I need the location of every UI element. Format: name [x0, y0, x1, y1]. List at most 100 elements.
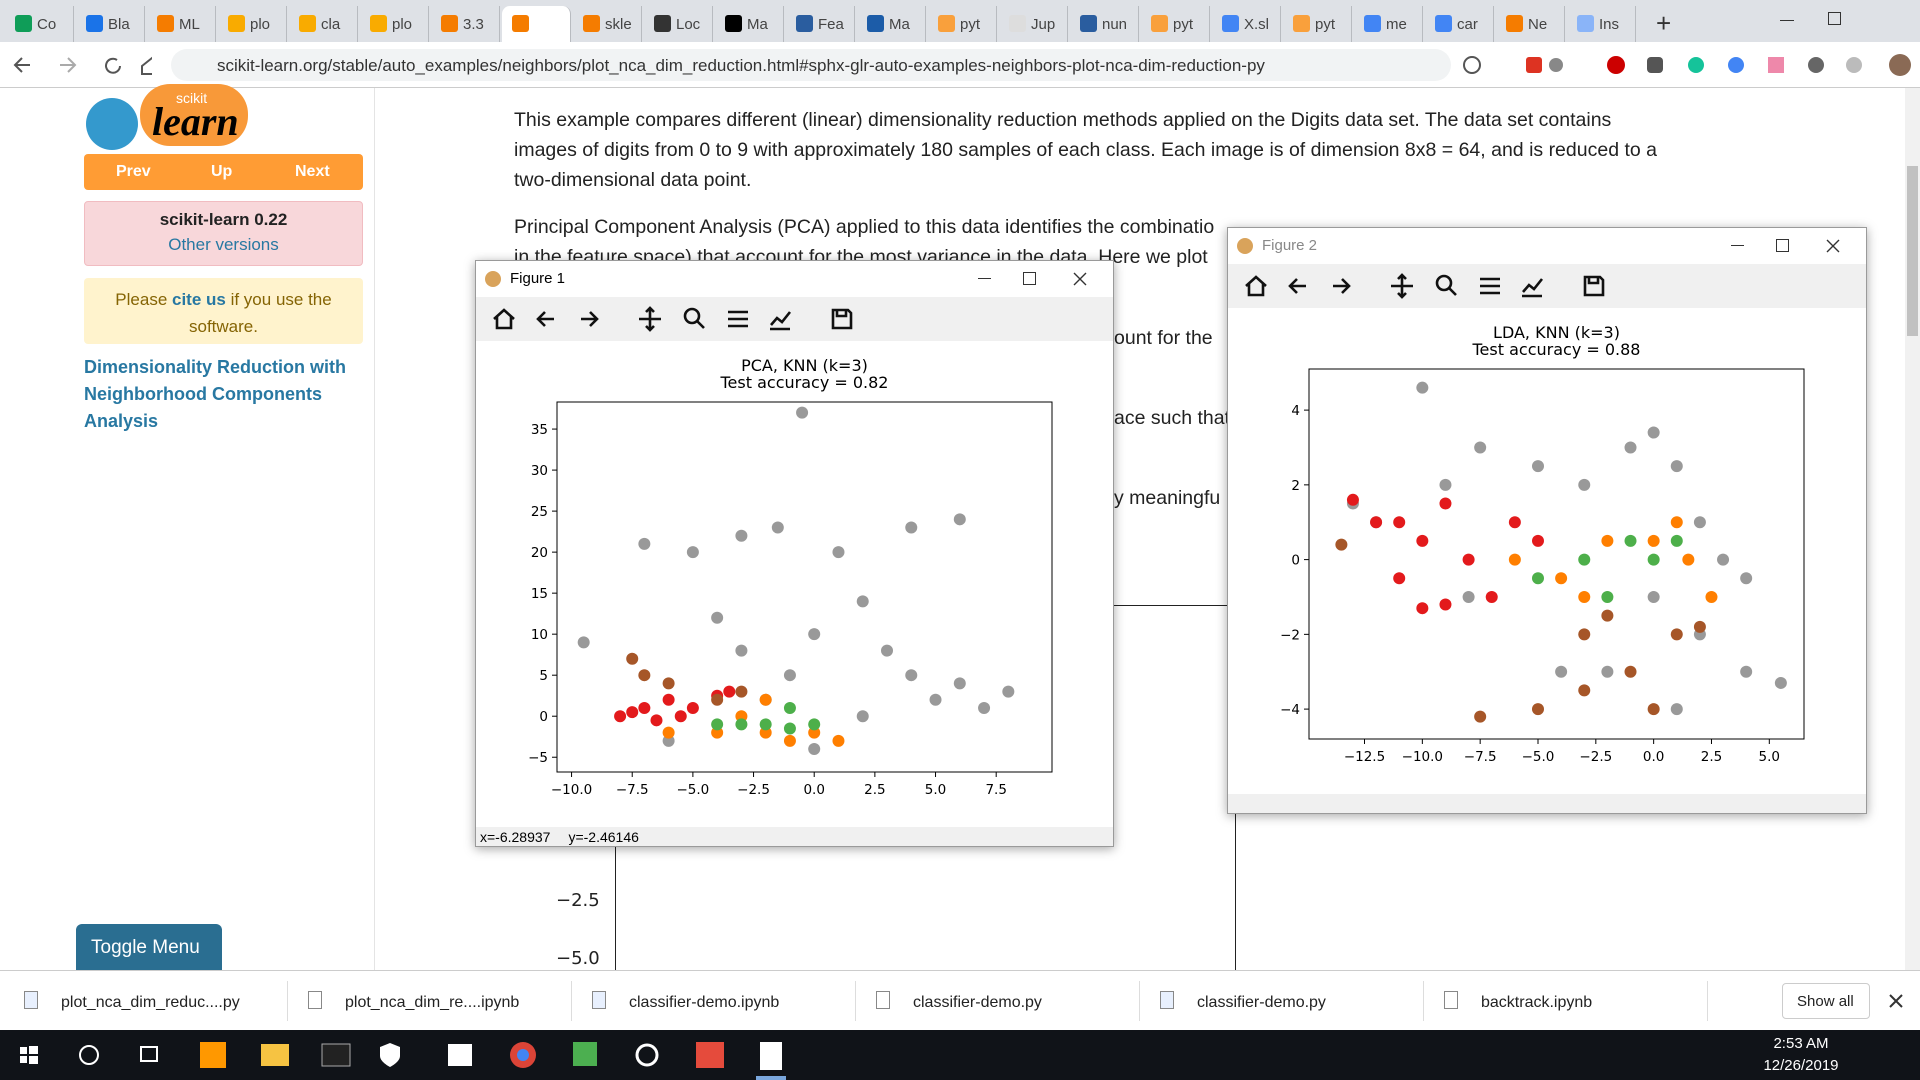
tab-title: plo — [250, 16, 271, 33]
cite-link[interactable]: cite us — [172, 290, 226, 309]
minimize[interactable] — [1731, 245, 1744, 246]
tool-icon[interactable] — [1583, 275, 1605, 297]
tab[interactable]: X.sl — [1212, 6, 1281, 42]
point — [1647, 426, 1660, 439]
toggle-menu[interactable]: Toggle Menu — [76, 924, 222, 974]
tab[interactable]: plo — [360, 6, 429, 42]
point — [686, 546, 699, 559]
download-item[interactable]: plot_nca_dim_reduc....py — [61, 994, 240, 1011]
tab[interactable]: pyt — [1283, 6, 1352, 42]
tab[interactable]: Ne — [1496, 6, 1565, 42]
point — [711, 693, 724, 706]
scrollbar[interactable] — [1905, 88, 1920, 970]
download-item[interactable]: classifier-demo.py — [1197, 994, 1326, 1011]
point — [1740, 572, 1753, 585]
tab[interactable]: Bla — [76, 6, 145, 42]
show-all-button[interactable]: Show all — [1782, 983, 1870, 1019]
address-bar: scikit-learn.org/stable/auto_examples/ne… — [0, 42, 1920, 88]
close[interactable] — [1826, 239, 1840, 253]
figure-canvas: LDA, KNN (k=3)Test accuracy = 0.88 −12.5 −… — [1280, 323, 1805, 765]
tab[interactable]: Jup — [999, 6, 1068, 42]
tab[interactable]: car — [1425, 6, 1494, 42]
chart-title: LDA, KNN (k=3) — [1493, 323, 1620, 342]
download-item[interactable]: classifier-demo.ipynb — [629, 994, 780, 1011]
tab[interactable]: Ma — [857, 6, 926, 42]
tab-title: 3.3 — [463, 16, 484, 33]
other-versions-link[interactable]: Other versions — [168, 235, 279, 254]
text-fragment: ace such that — [1114, 407, 1230, 429]
maximize[interactable] — [1776, 239, 1789, 252]
tool-icon[interactable] — [1391, 273, 1413, 299]
tool-icon[interactable] — [536, 311, 554, 327]
point — [638, 702, 651, 715]
tab[interactable]: skle — [573, 6, 642, 42]
point — [1705, 590, 1718, 603]
figure-window: Figure 2 LDA, KNN (k=3) Test accuracy = 0… — [1227, 227, 1867, 814]
tab[interactable]: ML — [147, 6, 216, 42]
point — [1462, 590, 1475, 603]
download-item[interactable]: backtrack.ipynb — [1481, 994, 1593, 1011]
point — [856, 710, 869, 723]
active-tab[interactable] — [502, 6, 571, 42]
tab-title: pyt — [1315, 16, 1336, 33]
tab[interactable]: nun — [1070, 6, 1139, 42]
page-title-link[interactable]: Dimensionality Reduction with Neighborho… — [84, 357, 347, 431]
close-downloads[interactable] — [1888, 993, 1904, 1009]
download-item[interactable]: classifier-demo.py — [913, 994, 1042, 1011]
point — [856, 595, 869, 608]
point — [1416, 534, 1429, 547]
next-link[interactable]: Next — [295, 163, 330, 180]
clock-date: 12/26/2019 — [1763, 1057, 1839, 1074]
new-tab-button[interactable]: + — [1656, 8, 1672, 38]
point — [1647, 553, 1660, 566]
tool-icon[interactable] — [831, 308, 853, 330]
maximize[interactable] — [1828, 12, 1841, 25]
scroll-thumb[interactable] — [1907, 166, 1918, 336]
minimize[interactable] — [978, 278, 991, 279]
point — [1774, 676, 1787, 689]
tab[interactable]: cla — [289, 6, 358, 42]
tab[interactable]: Co — [5, 6, 74, 42]
tab[interactable]: Loc — [644, 6, 713, 42]
tool-icon[interactable] — [1333, 278, 1351, 294]
tool-icon[interactable] — [581, 311, 599, 327]
tool-icon[interactable] — [493, 308, 515, 330]
x-tick-label: −7.5 — [616, 782, 649, 798]
tool-icon[interactable] — [1245, 275, 1267, 297]
tool-icon[interactable] — [1435, 274, 1457, 296]
tool-icon[interactable] — [683, 307, 705, 329]
up-link[interactable]: Up — [211, 163, 233, 180]
close[interactable] — [1073, 272, 1087, 286]
maximize[interactable] — [1023, 272, 1036, 285]
point — [614, 710, 627, 723]
tab-icon — [1435, 15, 1452, 32]
tab[interactable]: Ins — [1567, 6, 1636, 42]
tool-icon[interactable] — [1480, 277, 1500, 295]
tab[interactable]: me — [1354, 6, 1423, 42]
tool-icon[interactable] — [1522, 278, 1544, 298]
tab[interactable]: Ma — [715, 6, 784, 42]
url-field[interactable]: scikit-learn.org/stable/auto_examples/ne… — [171, 49, 1451, 81]
x-tick-label: 7.5 — [985, 782, 1006, 798]
minimize[interactable] — [1780, 20, 1794, 21]
point — [978, 702, 991, 715]
toolbar — [476, 297, 1113, 341]
tab[interactable]: pyt — [1141, 6, 1210, 42]
tool-icon[interactable] — [770, 311, 792, 331]
download-item[interactable]: plot_nca_dim_re....ipynb — [345, 994, 520, 1011]
point — [1416, 602, 1429, 615]
y-tick-label: −2.5 — [556, 890, 600, 911]
y-tick-label: 30 — [531, 463, 548, 479]
tool-icon[interactable] — [1288, 278, 1306, 294]
chart-subtitle: Test accuracy = 0.88 — [1472, 340, 1641, 359]
tab[interactable]: pyt — [928, 6, 997, 42]
tab-icon — [1222, 15, 1239, 32]
figure-window: Figure 1 PCA, KNN (k=3) Test accuracy = 0… — [475, 260, 1114, 847]
file-icon — [1160, 991, 1174, 1009]
tool-icon[interactable] — [639, 306, 661, 332]
tab[interactable]: 3.3 — [431, 6, 500, 42]
tab[interactable]: plo — [218, 6, 287, 42]
tool-icon[interactable] — [728, 310, 748, 328]
tab[interactable]: Fea — [786, 6, 855, 42]
prev-link[interactable]: Prev — [116, 163, 151, 180]
